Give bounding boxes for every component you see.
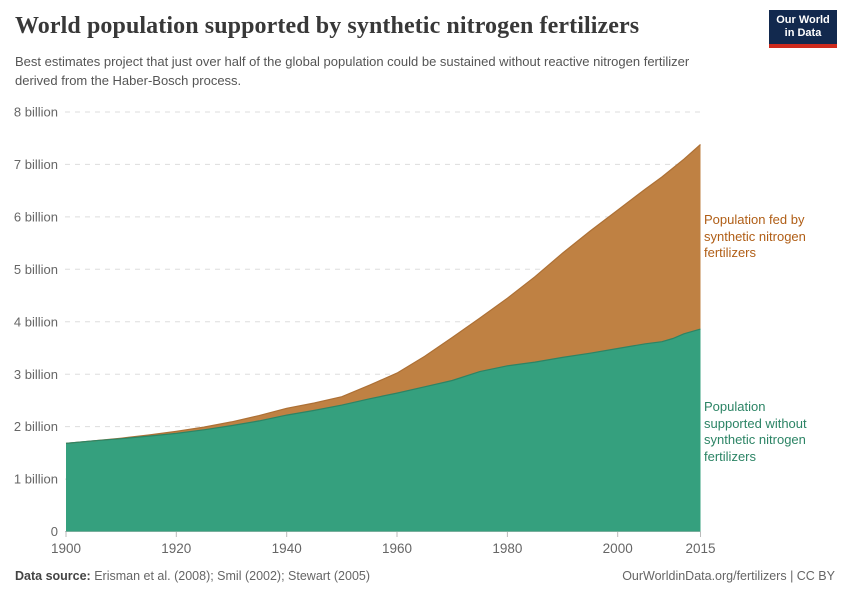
- y-axis-label: 4 billion: [14, 314, 58, 329]
- line-supported-without-fertilizers: [65, 328, 701, 444]
- chart-title: World population supported by synthetic …: [15, 13, 640, 39]
- owid-logo[interactable]: Our World in Data: [769, 10, 837, 48]
- data-source-prefix: Data source:: [15, 569, 91, 583]
- y-axis-label: 3 billion: [14, 367, 58, 382]
- series-label-fed-by-fertilizers: Population fed by synthetic nitrogen fer…: [704, 212, 806, 260]
- owid-logo-line2: in Data: [784, 27, 822, 39]
- x-axis-label: 1920: [161, 541, 191, 556]
- y-axis-label: 8 billion: [14, 105, 58, 120]
- owid-logo-line1: Our World: [776, 13, 830, 26]
- line-total-population: [65, 144, 701, 444]
- y-axis-label: 1 billion: [14, 472, 58, 487]
- y-axis-label: 7 billion: [14, 157, 58, 172]
- y-axis-label: 6 billion: [14, 209, 58, 224]
- y-axis-label: 0: [51, 524, 58, 539]
- x-axis-label: 2000: [603, 541, 633, 556]
- data-source-text: Erisman et al. (2008); Smil (2002); Stew…: [90, 569, 371, 583]
- area-fed-by-fertilizers[interactable]: [66, 144, 701, 444]
- x-axis-label: 1940: [272, 541, 302, 556]
- x-axis-label: 1980: [492, 541, 522, 556]
- data-source-note: Data source: Erisman et al. (2008); Smil…: [15, 569, 370, 583]
- credit-link[interactable]: OurWorldinData.org/fertilizers | CC BY: [622, 569, 835, 583]
- chart-footer: Data source: Erisman et al. (2008); Smil…: [15, 569, 835, 583]
- x-axis-label: 2015: [685, 541, 715, 556]
- x-axis-label: 1900: [51, 541, 81, 556]
- area-supported-without-fertilizers[interactable]: [66, 329, 701, 532]
- y-axis-label: 5 billion: [14, 262, 58, 277]
- chart-subtitle: Best estimates project that just over ha…: [15, 54, 690, 88]
- series-label-supported-without-fertilizers: Population supported without synthetic n…: [704, 399, 807, 464]
- y-axis-label: 2 billion: [14, 419, 58, 434]
- x-axis-label: 1960: [382, 541, 412, 556]
